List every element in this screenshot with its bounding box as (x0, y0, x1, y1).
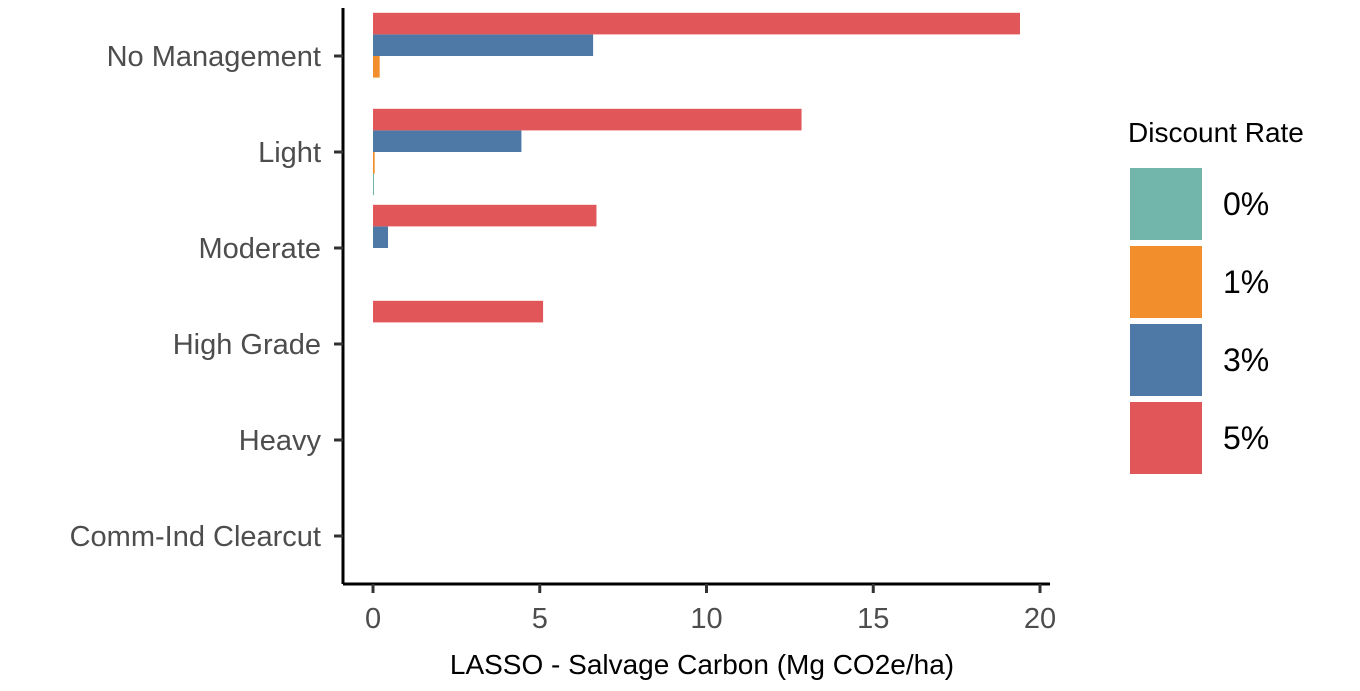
bar-no-management-5 (373, 12, 1020, 35)
legend-key-1 (1130, 246, 1202, 318)
bars (373, 12, 1020, 323)
y-tick-label: Comm-Ind Clearcut (70, 521, 321, 553)
bar-light-5 (373, 108, 802, 131)
legend-key-3 (1130, 324, 1202, 396)
y-tick-label: No Management (107, 41, 321, 73)
legend-key-0 (1130, 168, 1202, 240)
legend-label: 1% (1223, 264, 1269, 300)
legend-key-5 (1130, 402, 1202, 474)
legend-label: 3% (1223, 342, 1269, 378)
legend: Discount Rate 0% 1% 3% 5% (1128, 117, 1304, 474)
x-tick-label: 10 (690, 603, 722, 635)
bar-high-grade-5 (373, 300, 544, 323)
x-axis: 0 5 10 15 20 (343, 582, 1056, 635)
legend-title: Discount Rate (1128, 117, 1304, 148)
x-tick-label: 5 (532, 603, 548, 635)
x-tick-label: 15 (857, 603, 889, 635)
bar-moderate-5 (373, 204, 597, 227)
y-tick-label: Moderate (198, 233, 321, 265)
y-tick-label: High Grade (173, 329, 321, 361)
y-tick-label: Heavy (239, 425, 322, 457)
x-tick-label: 0 (365, 603, 381, 635)
bar-moderate-3 (373, 226, 389, 248)
legend-label: 0% (1223, 186, 1269, 222)
bar-light-3 (373, 130, 522, 152)
y-axis: No Management Light Moderate High Grade Heav… (70, 8, 345, 584)
x-tick-label: 20 (1024, 603, 1056, 635)
bar-no-management-1 (373, 56, 380, 78)
legend-label: 5% (1223, 420, 1269, 456)
x-axis-label: LASSO - Salvage Carbon (Mg CO2e/ha) (450, 649, 954, 680)
bar-no-management-3 (373, 34, 594, 56)
bar-light-1 (373, 152, 375, 174)
bar-light-0 (373, 173, 375, 196)
y-tick-label: Light (258, 137, 321, 169)
